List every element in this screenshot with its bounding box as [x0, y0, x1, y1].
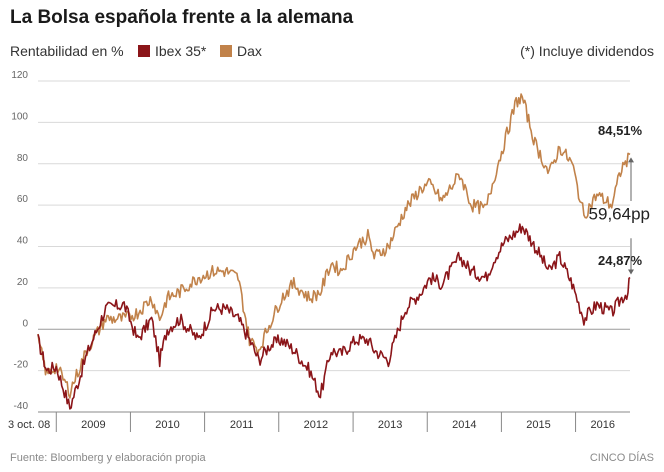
- chart-title: La Bolsa española frente a la alemana: [10, 7, 354, 28]
- brand-label: CINCO DÍAS: [589, 452, 654, 464]
- dividends-note: (*) Incluye dividendos: [520, 43, 654, 59]
- y-tick-label: 120: [11, 70, 28, 81]
- x-tick-label: 2013: [378, 419, 402, 431]
- dax-end-label: 84,51%: [598, 123, 643, 138]
- y-tick-label: 80: [17, 153, 29, 164]
- legend-label-dax: Dax: [237, 43, 262, 59]
- y-tick-label: 60: [17, 194, 29, 205]
- y-axis-label: Rentabilidad en %: [10, 43, 124, 59]
- legend-item-ibex: Ibex 35*: [138, 43, 206, 59]
- y-tick-label: 100: [11, 111, 28, 122]
- x-tick-label: 2014: [452, 419, 476, 431]
- y-tick-label: 0: [22, 318, 28, 329]
- x-tick-label: 2012: [304, 419, 328, 431]
- y-tick-label: 40: [17, 236, 29, 247]
- x-tick-label: 2009: [81, 419, 105, 431]
- series-line-dax: [37, 93, 631, 399]
- y-tick-label: -40: [14, 401, 29, 412]
- x-tick-label: 2010: [155, 419, 179, 431]
- x-tick-label: 3 oct. 08: [8, 419, 50, 431]
- legend-item-dax: Dax: [220, 43, 262, 59]
- x-tick-label: 2015: [526, 419, 550, 431]
- gap-arrow-up-icon: [628, 157, 634, 163]
- legend-row: Rentabilidad en % Ibex 35* Dax (*) Inclu…: [10, 43, 654, 63]
- gap-arrow-down-icon: [628, 269, 634, 275]
- x-tick-label: 2011: [230, 419, 254, 431]
- series-line-ibex: [37, 223, 631, 410]
- y-tick-label: 20: [17, 277, 29, 288]
- ibex-end-label: 24,87%: [598, 253, 643, 268]
- legend-label-ibex: Ibex 35*: [155, 43, 207, 59]
- gap-label: 59,64pp: [589, 205, 650, 224]
- source-note: Fuente: Bloomberg y elaboración propia: [10, 452, 206, 464]
- y-tick-label: -20: [14, 360, 29, 371]
- legend-swatch-ibex: [138, 45, 150, 57]
- x-tick-label: 2016: [591, 419, 615, 431]
- legend-swatch-dax: [220, 45, 232, 57]
